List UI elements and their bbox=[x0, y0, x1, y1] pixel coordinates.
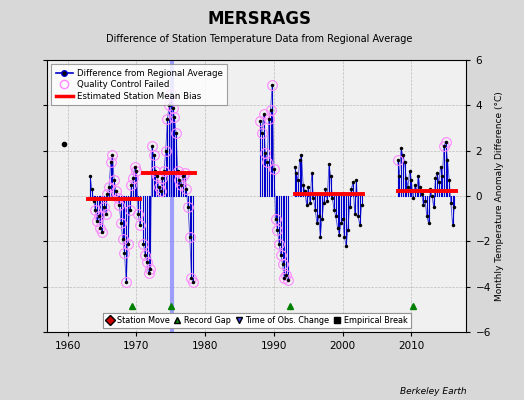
Legend: Station Move, Record Gap, Time of Obs. Change, Empirical Break: Station Move, Record Gap, Time of Obs. C… bbox=[103, 312, 411, 328]
Text: Berkeley Earth: Berkeley Earth bbox=[400, 387, 466, 396]
Y-axis label: Monthly Temperature Anomaly Difference (°C): Monthly Temperature Anomaly Difference (… bbox=[495, 91, 504, 301]
Text: Difference of Station Temperature Data from Regional Average: Difference of Station Temperature Data f… bbox=[106, 34, 412, 44]
Text: MERSRAGS: MERSRAGS bbox=[208, 10, 311, 28]
